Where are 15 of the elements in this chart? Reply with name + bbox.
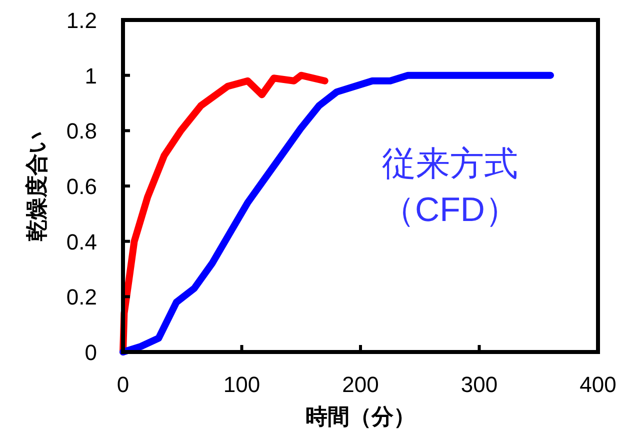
y-axis-title: 乾燥度合い (24, 130, 49, 242)
y-tick-label: 0.2 (66, 284, 97, 310)
x-tick-label: 200 (342, 372, 379, 397)
y-tick-label: 0.8 (66, 118, 97, 144)
y-tick-label: 1 (84, 63, 97, 88)
x-tick-label: 100 (223, 372, 260, 397)
y-tick-label: 0 (84, 340, 97, 365)
y-tick-label: 1.2 (66, 8, 97, 33)
y-tick-label: 0.6 (66, 174, 97, 199)
series-label: 従来方式（CFD） (381, 145, 519, 229)
x-tick-label: 300 (460, 372, 498, 397)
x-axis-title: 時間（分） (306, 404, 416, 429)
y-tick-label: 0.4 (66, 229, 97, 254)
x-tick-label: 0 (116, 372, 130, 397)
x-tick-label: 400 (580, 372, 616, 397)
